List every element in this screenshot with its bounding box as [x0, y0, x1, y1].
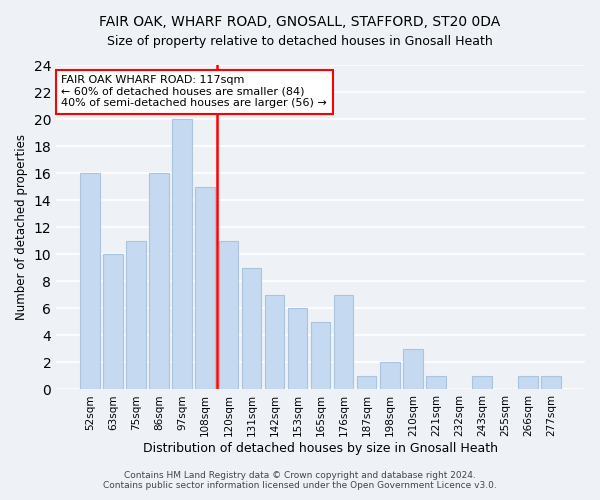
- Bar: [172, 120, 192, 390]
- Bar: [242, 268, 261, 390]
- Text: FAIR OAK WHARF ROAD: 117sqm
← 60% of detached houses are smaller (84)
40% of sem: FAIR OAK WHARF ROAD: 117sqm ← 60% of det…: [61, 75, 327, 108]
- Text: FAIR OAK, WHARF ROAD, GNOSALL, STAFFORD, ST20 0DA: FAIR OAK, WHARF ROAD, GNOSALL, STAFFORD,…: [100, 15, 500, 29]
- Bar: [80, 174, 100, 390]
- Y-axis label: Number of detached properties: Number of detached properties: [15, 134, 28, 320]
- Bar: [403, 349, 422, 390]
- Bar: [518, 376, 538, 390]
- Bar: [426, 376, 446, 390]
- Bar: [149, 174, 169, 390]
- X-axis label: Distribution of detached houses by size in Gnosall Heath: Distribution of detached houses by size …: [143, 442, 498, 455]
- Bar: [357, 376, 376, 390]
- Bar: [541, 376, 561, 390]
- Bar: [380, 362, 400, 390]
- Bar: [311, 322, 331, 390]
- Bar: [127, 241, 146, 390]
- Bar: [218, 241, 238, 390]
- Bar: [334, 295, 353, 390]
- Bar: [196, 187, 215, 390]
- Bar: [288, 308, 307, 390]
- Bar: [103, 254, 123, 390]
- Text: Size of property relative to detached houses in Gnosall Heath: Size of property relative to detached ho…: [107, 35, 493, 48]
- Text: Contains HM Land Registry data © Crown copyright and database right 2024.
Contai: Contains HM Land Registry data © Crown c…: [103, 470, 497, 490]
- Bar: [265, 295, 284, 390]
- Bar: [472, 376, 492, 390]
